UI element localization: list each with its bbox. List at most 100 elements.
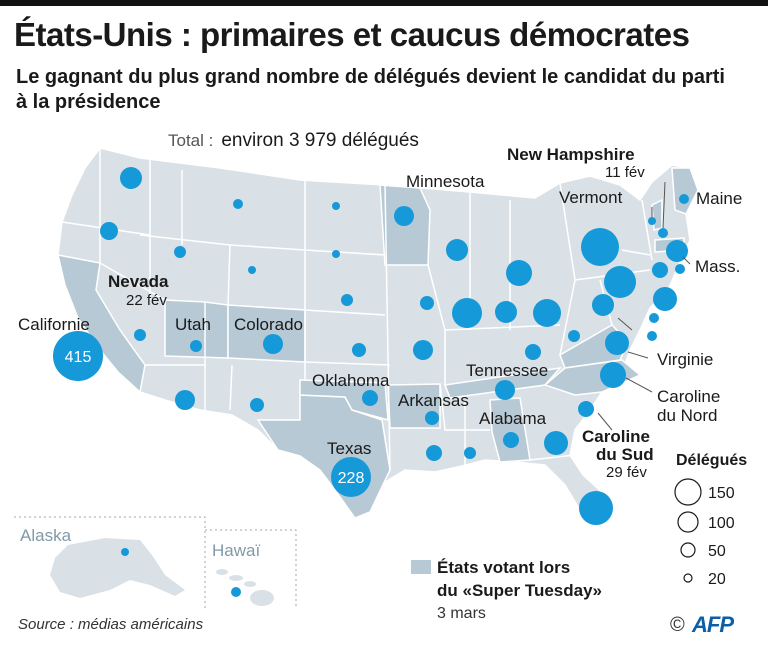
label-oklahoma: Oklahoma (312, 371, 390, 390)
total-value: environ 3 979 délégués (221, 130, 419, 151)
super-tuesday-swatch (411, 560, 431, 574)
bubble-indiana (495, 301, 517, 323)
afp-logo: AFP (692, 612, 734, 637)
inset-frames (14, 516, 297, 608)
bubble-texas (331, 457, 371, 497)
bubble-pennsylvania (604, 266, 636, 298)
label-north-carolina-2: du Nord (657, 406, 717, 425)
label-colorado: Colorado (234, 315, 303, 334)
bubble-oklahoma (362, 390, 378, 406)
label-new-hampshire: New Hampshire (507, 145, 635, 164)
legend-title: Délégués (676, 452, 748, 469)
bubble-nebraska (341, 294, 353, 306)
bubble-north-dakota (332, 202, 340, 210)
bubble-west-virginia (568, 330, 580, 342)
bubble-illinois (452, 298, 482, 328)
bubble-nevada (134, 329, 146, 341)
bubble-hawaii (231, 587, 241, 597)
bubble-oregon (100, 222, 118, 240)
legend-value-20: 20 (708, 571, 726, 588)
label-utah: Utah (175, 315, 211, 334)
bubble-new-hampshire (658, 228, 668, 238)
state-maine (671, 167, 699, 215)
label-south-carolina-1: Caroline (582, 427, 650, 446)
super-tuesday-date: 3 mars (437, 605, 486, 622)
bubble-montana (233, 199, 243, 209)
label-south-carolina-2: du Sud (596, 445, 654, 464)
total-delegates: Total : environ 3 979 délégués (168, 130, 419, 152)
legend-circle-50 (680, 542, 696, 558)
bubble-virginia (605, 331, 629, 355)
bubble-michigan (506, 260, 532, 286)
super-tuesday-legend: États votant lors du «Super Tuesday» (437, 556, 602, 602)
bubble-washington (120, 167, 142, 189)
bubble-north-carolina (600, 362, 626, 388)
label-arkansas: Arkansas (398, 391, 469, 410)
texas-delegates: 228 (338, 470, 365, 487)
label-texas: Texas (327, 439, 371, 458)
bubble-new-jersey-coast (653, 287, 677, 311)
label-north-carolina-1: Caroline (657, 387, 720, 406)
legend-circle-20 (683, 573, 693, 583)
legend-value-100: 100 (708, 515, 735, 532)
label-tennessee: Tennessee (466, 361, 548, 380)
bubble-california (53, 331, 103, 381)
total-label: Total : (168, 131, 214, 150)
label-vermont: Vermont (559, 188, 623, 207)
bubble-missouri (413, 340, 433, 360)
date-new-hampshire: 11 fév (605, 164, 645, 181)
bubble-arizona (175, 390, 195, 410)
bubble-south-carolina (578, 401, 594, 417)
california-delegates: 415 (65, 349, 92, 366)
legend-circle-150 (674, 478, 702, 506)
bubble-maine (679, 194, 689, 204)
bubble-minnesota (394, 206, 414, 226)
bubble-georgia (544, 431, 568, 455)
legend-value-150: 150 (708, 485, 735, 502)
alaska-shape (50, 538, 185, 598)
state-alabama (489, 397, 531, 463)
legend-circle-100 (677, 511, 699, 533)
bubble-rhode-island (675, 264, 685, 274)
state-oklahoma (299, 379, 389, 422)
bubble-idaho (174, 246, 186, 258)
bubble-tennessee (495, 380, 515, 400)
date-nevada: 22 fév (126, 292, 167, 309)
leader-lines (597, 181, 691, 431)
bubble-kentucky (525, 344, 541, 360)
bubble-kansas (352, 343, 366, 357)
legend-value-50: 50 (708, 543, 726, 560)
label-nevada: Nevada (108, 272, 169, 291)
source-note: Source : médias américains (18, 616, 204, 633)
bubble-iowa (420, 296, 434, 310)
page-subtitle: Le gagnant du plus grand nombre de délég… (16, 66, 725, 113)
bubble-louisiana (426, 445, 442, 461)
bubble-florida (579, 491, 613, 525)
copyright-symbol: © (670, 614, 685, 636)
label-virginia: Virginie (657, 350, 713, 369)
bubble-new-york (581, 228, 619, 266)
bubble-delaware (649, 313, 659, 323)
bubble-connecticut (652, 262, 668, 278)
super-tuesday-line-1: États votant lors (437, 558, 571, 577)
delegate-bubbles (53, 167, 689, 525)
size-legend (674, 478, 702, 583)
bubble-new-jersey (592, 294, 614, 316)
label-alaska: Alaska (20, 526, 72, 545)
bubble-south-dakota (332, 250, 340, 258)
top-bar (0, 0, 768, 6)
state-vermont (651, 198, 663, 231)
page-title: États-Unis : primaires et caucus démocra… (14, 16, 690, 53)
label-california: Californie (18, 315, 90, 334)
label-minnesota: Minnesota (406, 172, 485, 191)
bubble-colorado (263, 334, 283, 354)
bubble-alaska (121, 548, 129, 556)
date-south-carolina: 29 fév (606, 464, 647, 481)
label-alabama: Alabama (479, 409, 547, 428)
bubble-utah (190, 340, 202, 352)
super-tuesday-states (57, 167, 699, 519)
super-tuesday-line-2: du «Super Tuesday» (437, 581, 603, 600)
label-maine: Maine (696, 189, 742, 208)
bubble-wisconsin (446, 239, 468, 261)
